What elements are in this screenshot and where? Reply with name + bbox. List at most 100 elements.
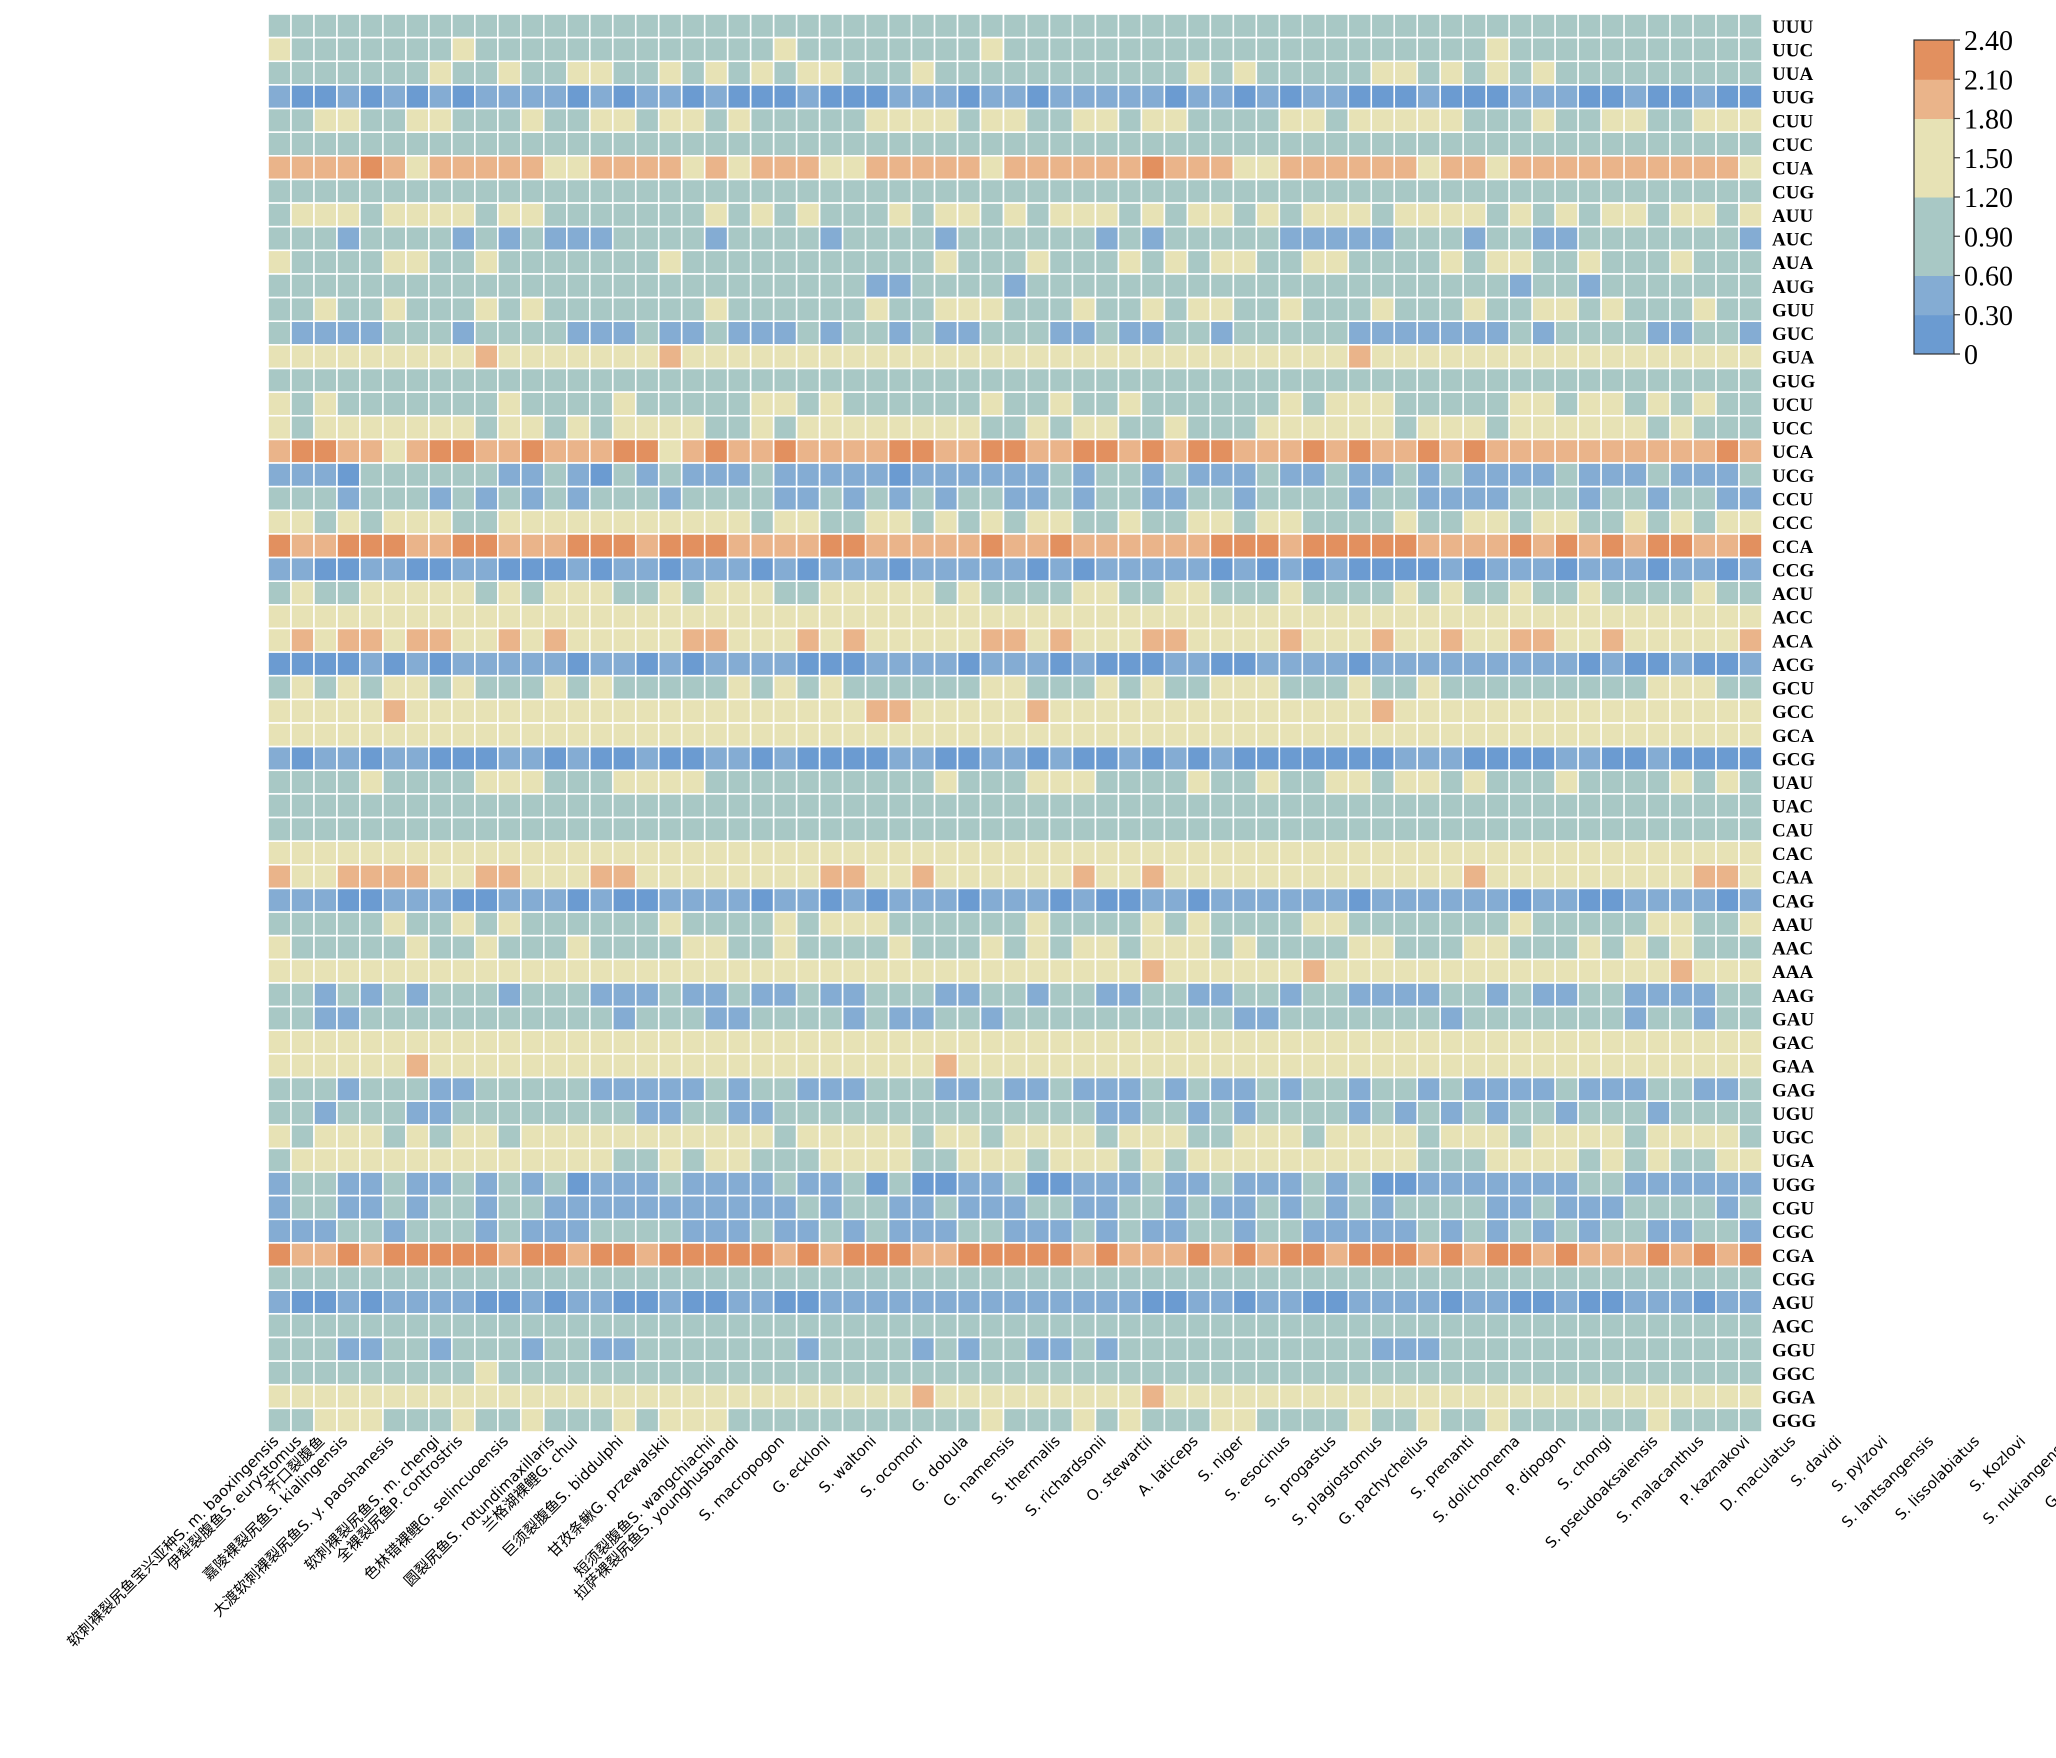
heatmap-cell	[474, 296, 499, 323]
heatmap-cell	[1485, 651, 1510, 677]
heatmap-cell	[1393, 722, 1419, 748]
heatmap-cell	[1692, 840, 1717, 866]
heatmap-cell	[841, 107, 867, 133]
heatmap-cell	[588, 13, 614, 39]
heatmap-cell	[1140, 438, 1166, 464]
heatmap-cell	[1531, 84, 1556, 110]
heatmap-cell	[359, 225, 384, 252]
heatmap-cell	[1439, 414, 1464, 441]
heatmap-cell	[772, 1289, 798, 1315]
heatmap-cell	[979, 580, 1005, 606]
heatmap-cell	[818, 178, 844, 204]
heatmap-cell	[1186, 627, 1212, 653]
heatmap-cell	[267, 1147, 292, 1173]
heatmap-cell	[428, 84, 453, 110]
heatmap-cell	[1071, 1123, 1097, 1150]
heatmap-cell	[520, 556, 545, 582]
heatmap-cell	[680, 60, 706, 86]
heatmap-cell	[611, 202, 637, 228]
heatmap-cell	[497, 131, 522, 157]
heatmap-cell	[1278, 1100, 1304, 1126]
row-label-acu: ACU	[1772, 584, 1813, 605]
heatmap-cell	[1531, 107, 1556, 133]
heatmap-cell	[1393, 36, 1419, 63]
heatmap-cell	[1485, 1360, 1510, 1386]
heatmap-cell	[1140, 580, 1166, 606]
heatmap-cell	[1577, 462, 1602, 488]
heatmap-cell	[1715, 155, 1740, 181]
heatmap-cell	[1071, 887, 1097, 913]
heatmap-cell	[1232, 887, 1258, 913]
heatmap-cell	[1370, 1029, 1396, 1055]
row-label-aua: AUA	[1772, 253, 1813, 274]
heatmap-cell	[359, 1076, 384, 1102]
heatmap-cell	[1025, 60, 1051, 86]
heatmap-cell	[910, 651, 936, 677]
heatmap-cell	[1577, 107, 1602, 133]
heatmap-cell	[634, 1029, 660, 1055]
heatmap-cell	[1623, 367, 1648, 393]
heatmap-cell	[657, 1076, 683, 1102]
heatmap-cell	[726, 887, 752, 913]
heatmap-cell	[474, 485, 499, 512]
heatmap-cell	[772, 651, 798, 677]
heatmap-cell	[520, 178, 545, 204]
heatmap-cell	[451, 769, 476, 795]
heatmap-cell	[1508, 225, 1533, 252]
heatmap-cell	[1623, 296, 1648, 323]
heatmap-cell	[313, 1360, 338, 1386]
heatmap-cell	[703, 651, 729, 677]
heatmap-cell	[795, 1242, 821, 1268]
heatmap-cell	[1278, 887, 1304, 913]
heatmap-cell	[1416, 1194, 1442, 1221]
heatmap-cell	[887, 1194, 913, 1221]
heatmap-cell	[428, 1005, 453, 1032]
heatmap-cell	[1600, 509, 1625, 535]
heatmap-cell	[1416, 225, 1442, 252]
heatmap-cell	[634, 958, 660, 984]
heatmap-cell	[703, 1313, 729, 1339]
heatmap-cell	[1692, 414, 1717, 441]
heatmap-cell	[1439, 1100, 1464, 1126]
heatmap-cell	[1715, 107, 1740, 133]
heatmap-cell	[543, 273, 568, 299]
heatmap-cell	[1485, 769, 1510, 795]
heatmap-cell	[1117, 674, 1143, 701]
heatmap-cell	[1462, 556, 1487, 582]
heatmap-cell	[1048, 793, 1074, 819]
heatmap-cell	[1117, 1360, 1143, 1386]
heatmap-cell	[1623, 533, 1648, 559]
heatmap-cell	[1600, 1407, 1625, 1433]
heatmap-cell	[1715, 863, 1740, 890]
heatmap-cell	[405, 556, 430, 582]
heatmap-cell	[864, 438, 890, 464]
heatmap-cell	[1508, 1336, 1533, 1362]
heatmap-cell	[979, 745, 1005, 772]
heatmap-cell	[887, 202, 913, 228]
heatmap-cell	[1715, 1194, 1740, 1221]
heatmap-cell	[1140, 1100, 1166, 1126]
heatmap-cell	[382, 273, 407, 299]
heatmap-cell	[657, 1360, 683, 1386]
heatmap-cell	[1439, 958, 1464, 984]
heatmap-cell	[336, 1029, 361, 1055]
heatmap-cell	[520, 438, 545, 464]
heatmap-cell	[1209, 1005, 1235, 1032]
heatmap-cell	[1071, 391, 1097, 417]
heatmap-cell	[1324, 958, 1350, 984]
heatmap-cell	[749, 178, 775, 204]
heatmap-cell	[864, 934, 890, 961]
heatmap-cell	[634, 36, 660, 63]
heatmap-cell	[1301, 1171, 1327, 1197]
heatmap-cell	[1071, 1171, 1097, 1197]
heatmap-cell	[1554, 1242, 1579, 1268]
heatmap-cell	[795, 36, 821, 63]
heatmap-cell	[290, 651, 315, 677]
heatmap-cell	[565, 367, 591, 393]
heatmap-cell	[267, 107, 292, 133]
heatmap-cell	[1186, 1360, 1212, 1386]
heatmap-cell	[474, 1265, 499, 1291]
heatmap-cell	[703, 887, 729, 913]
heatmap-cell	[1255, 1147, 1281, 1173]
heatmap-cell	[313, 1053, 338, 1079]
